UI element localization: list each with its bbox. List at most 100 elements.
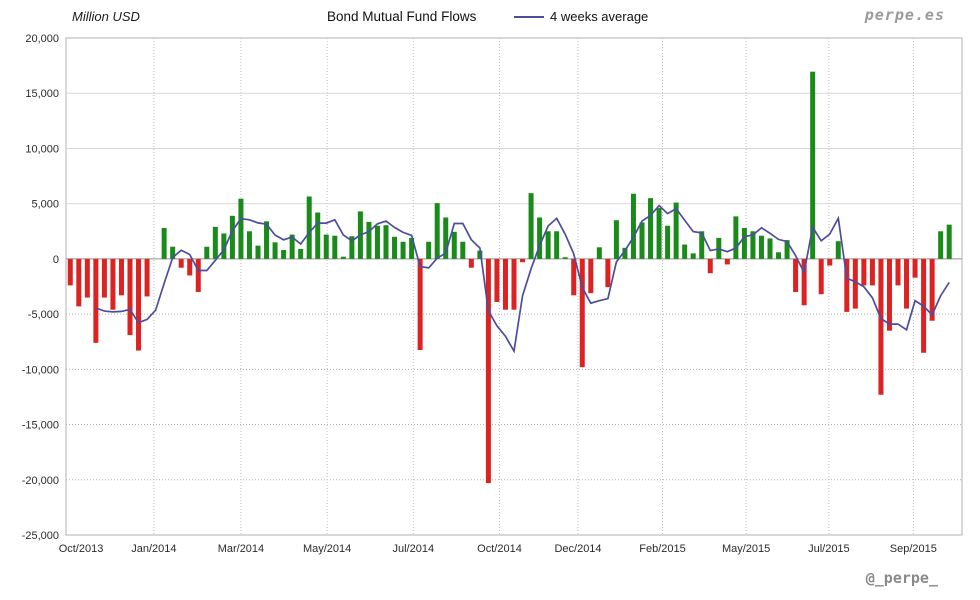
flow-bar	[673, 202, 679, 259]
flow-bar	[648, 198, 654, 259]
flow-bar	[554, 231, 560, 259]
x-tick-label: May/2015	[722, 543, 770, 555]
flow-bar	[835, 241, 841, 259]
flow-bar	[170, 246, 176, 259]
flow-bar	[118, 258, 124, 296]
legend-label: 4 weeks average	[550, 9, 649, 24]
flow-bar	[246, 231, 252, 259]
flow-bar	[212, 226, 218, 259]
flow-bar	[767, 238, 773, 259]
flow-bar	[886, 258, 892, 331]
chart-title: Bond Mutual Fund Flows	[327, 9, 477, 24]
flow-bar	[434, 203, 440, 259]
flow-bar	[596, 247, 602, 259]
flow-bar	[579, 258, 585, 368]
y-tick-label: -10,000	[22, 364, 59, 376]
y-tick-label: 0	[53, 254, 59, 266]
x-tick-label: Oct/2014	[477, 543, 522, 555]
y-tick-label: -20,000	[22, 475, 59, 487]
legend-line-swatch	[514, 15, 544, 18]
x-tick-label: Jul/2014	[393, 543, 435, 555]
average-line	[95, 204, 950, 354]
flow-bar	[707, 258, 713, 274]
flow-bar	[101, 258, 107, 298]
flow-bar	[502, 258, 508, 310]
flow-bar	[315, 212, 321, 259]
flow-bar	[929, 258, 935, 321]
x-tick-label: Jul/2015	[808, 543, 850, 555]
flow-bar	[869, 258, 875, 286]
flow-bar	[656, 208, 662, 259]
flow-bar	[332, 235, 338, 259]
flow-bar	[323, 234, 329, 259]
x-tick-label: Oct/2013	[59, 543, 104, 555]
flow-bar	[255, 245, 261, 259]
flow-bar	[477, 250, 483, 259]
flow-bar	[733, 216, 739, 259]
flow-bar	[76, 258, 82, 307]
flow-bar	[468, 258, 474, 268]
flow-bar	[264, 221, 270, 259]
flow-bar	[784, 240, 790, 259]
flow-bar	[511, 258, 517, 310]
flow-bar	[758, 235, 764, 259]
flow-bar	[306, 196, 312, 259]
flow-bar	[545, 231, 551, 259]
flow-bar	[84, 258, 90, 298]
flow-bar	[136, 258, 142, 351]
flow-bar	[818, 258, 824, 295]
flow-bar	[639, 222, 645, 259]
x-tick-label: Dec/2014	[554, 543, 601, 555]
flow-bar	[946, 224, 952, 259]
flow-bar	[340, 256, 346, 259]
flow-bar	[690, 253, 696, 259]
flow-bar	[750, 231, 756, 259]
y-tick-label: 15,000	[25, 88, 59, 100]
flow-bar	[93, 258, 99, 343]
flow-bar	[417, 258, 423, 351]
flow-bar	[861, 258, 867, 286]
flow-bar	[426, 241, 432, 259]
flow-bar	[613, 220, 619, 259]
flow-bar	[571, 258, 577, 296]
flow-bar	[443, 217, 449, 259]
flow-bar	[383, 225, 389, 259]
flow-bar	[400, 241, 406, 259]
flow-bar	[67, 258, 73, 286]
x-tick-label: May/2014	[303, 543, 351, 555]
flow-bar	[904, 258, 910, 309]
x-tick-label: Mar/2014	[218, 543, 264, 555]
y-tick-label: 20,000	[25, 33, 59, 45]
y-axis-unit-label: Million USD	[72, 9, 140, 24]
flow-bar	[827, 258, 833, 266]
flow-bar	[528, 193, 534, 259]
flow-bar	[409, 237, 415, 259]
flow-bar	[144, 258, 150, 297]
flow-bar	[810, 71, 816, 259]
flow-bar	[298, 248, 304, 259]
flow-bar	[161, 227, 167, 259]
flow-bar	[178, 258, 184, 268]
flow-bar	[844, 258, 850, 312]
flow-bar	[741, 227, 747, 259]
flow-bar	[229, 215, 235, 259]
flow-bar	[494, 258, 500, 302]
y-tick-label: -25,000	[22, 530, 59, 542]
flow-bar	[195, 258, 201, 293]
flow-bar	[110, 258, 116, 310]
flow-bar	[793, 258, 799, 293]
flow-bar	[912, 258, 918, 278]
flow-bar	[204, 246, 210, 259]
flow-bar	[665, 225, 671, 259]
flow-bar	[289, 234, 295, 259]
flow-bar	[537, 217, 543, 259]
flow-bar	[776, 252, 782, 259]
flow-bar	[878, 258, 884, 395]
flow-bar	[588, 258, 594, 294]
flow-bar	[451, 231, 457, 259]
twitter-handle: @_perpe_	[865, 569, 938, 587]
flow-bar	[485, 258, 491, 484]
flow-bar	[238, 198, 244, 259]
flow-bar	[699, 231, 705, 259]
